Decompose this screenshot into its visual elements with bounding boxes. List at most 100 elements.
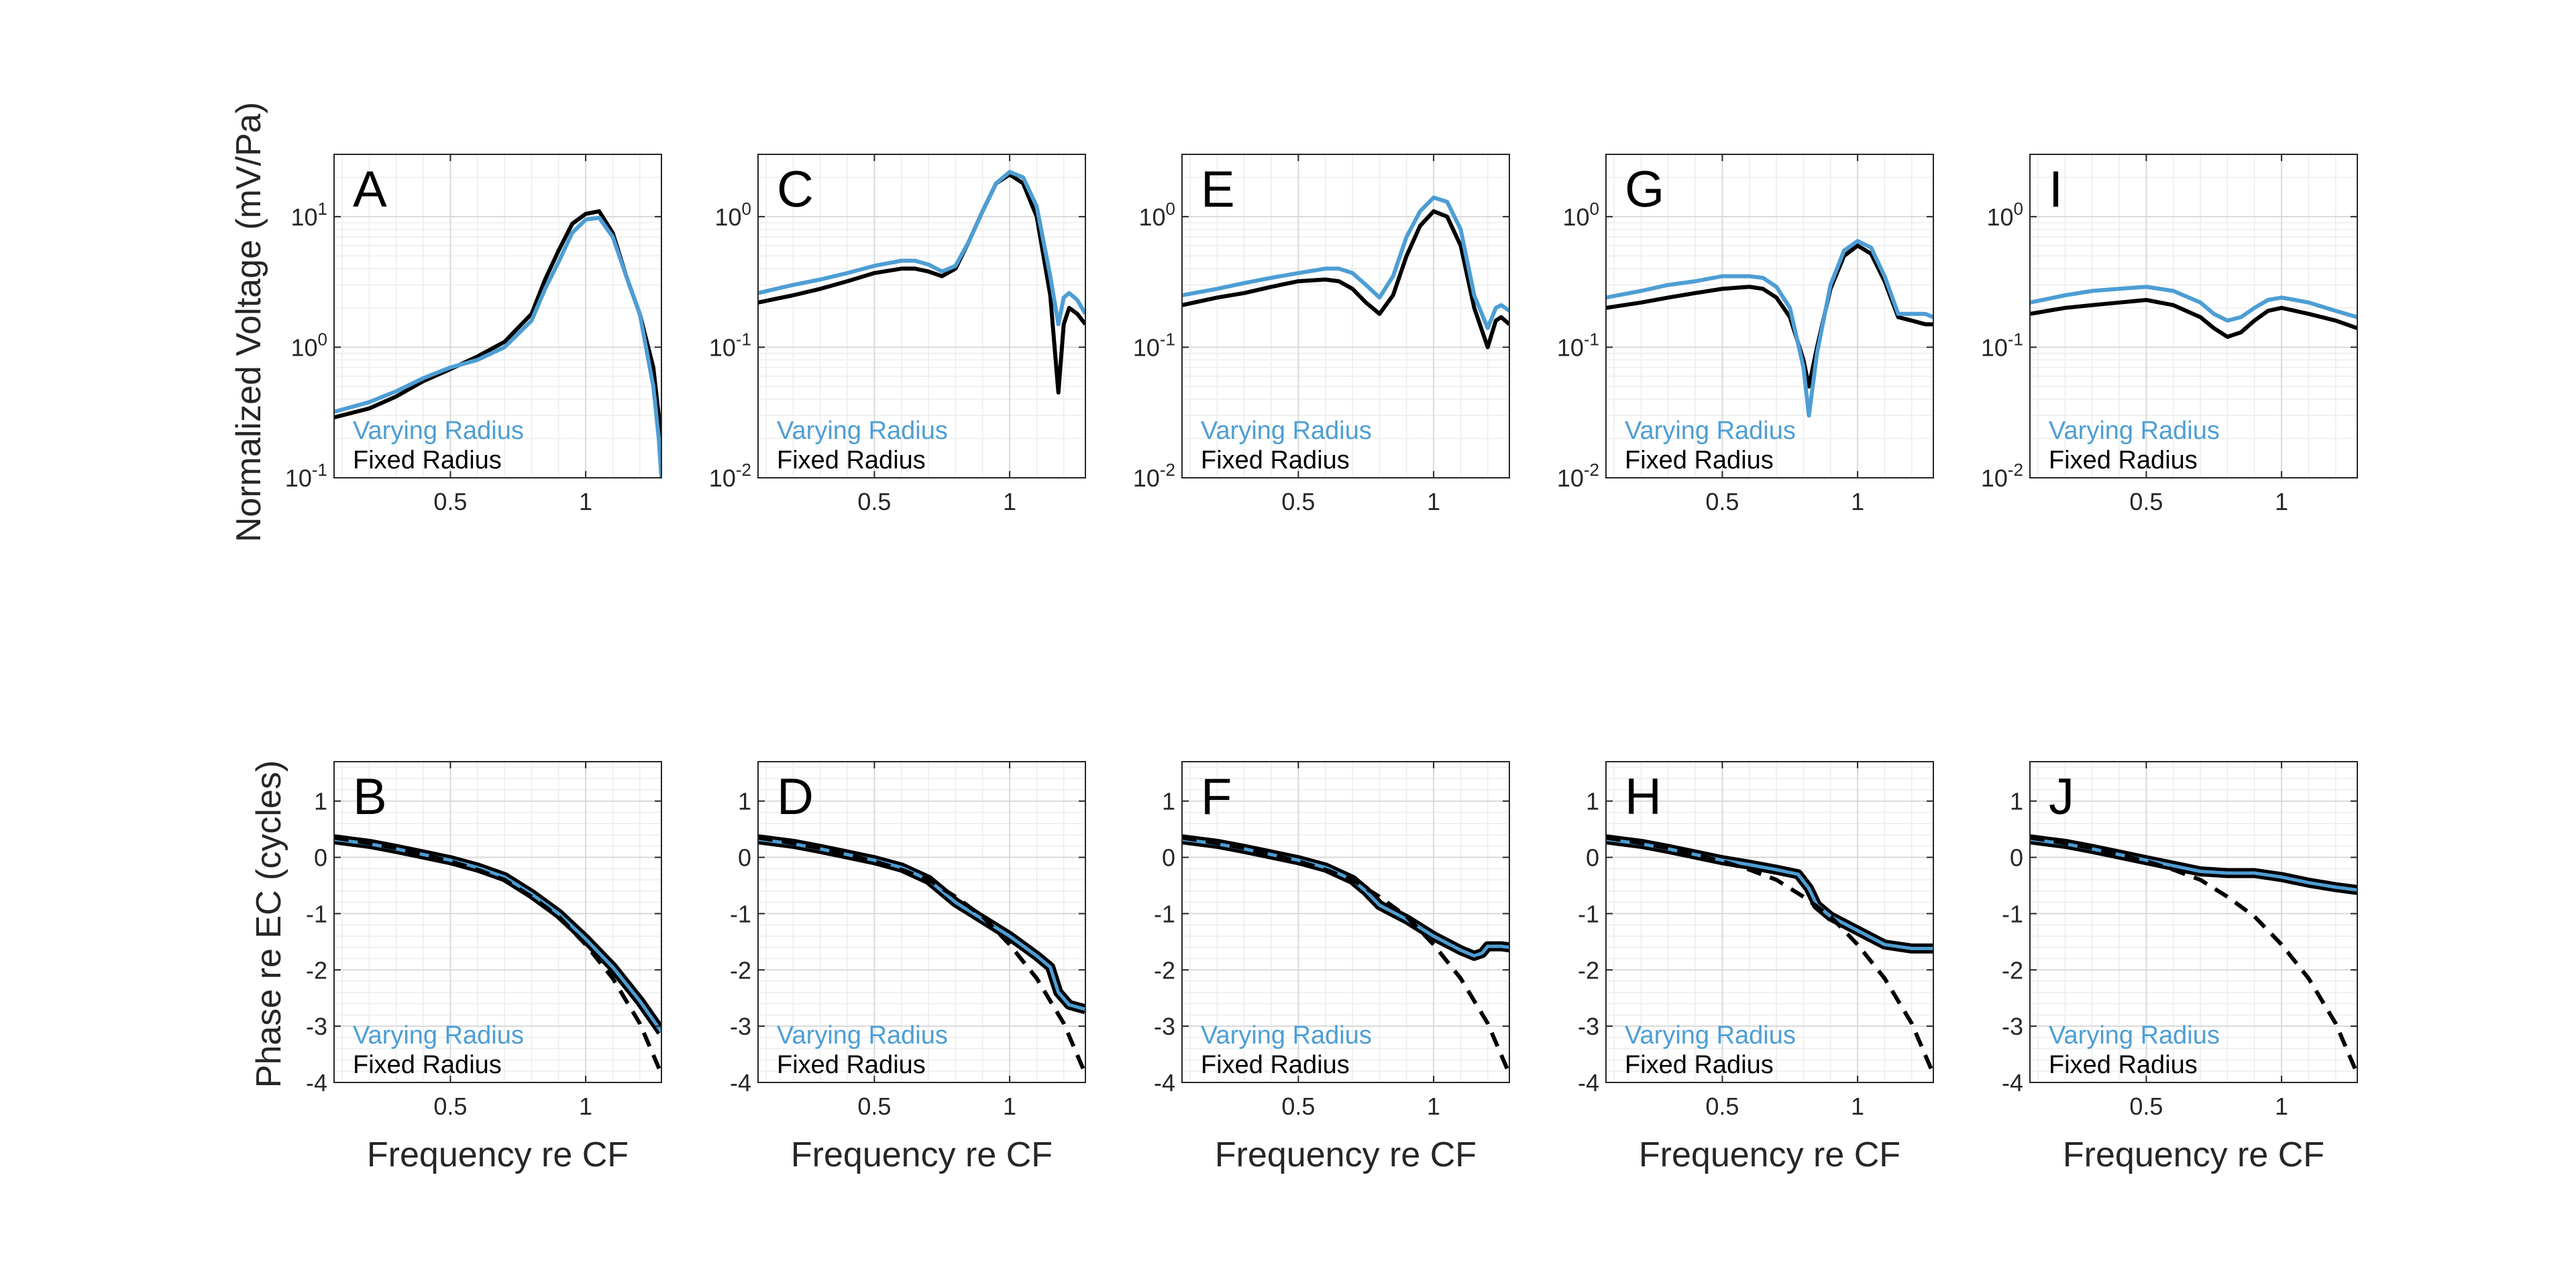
series-varying-radius [2030,838,2357,892]
y-tick-label: -1 [306,900,327,927]
axes-box [2029,154,2358,478]
y-tick-label: 10-1 [1133,329,1175,361]
y-tick-label: -1 [2002,900,2023,927]
legend-varying-radius: Varying Radius [1201,417,1372,445]
x-tick-label: 1 [1851,1093,1864,1120]
x-tick-label: 1 [1427,1093,1440,1120]
x-axis-label: Frequency re CF [2063,1135,2324,1174]
legend-varying-radius: Varying Radius [1625,417,1796,445]
series-varying-radius [1182,195,1509,330]
panel-letter: E [1201,161,1235,218]
plot-area [334,154,661,478]
y-tick-label: 0 [314,844,327,872]
series-reference-dashed [758,835,1085,1075]
legend-varying-radius: Varying Radius [353,1021,524,1050]
legend-fixed-radius: Fixed Radius [1201,446,1350,474]
axes-box [757,154,1086,478]
plot-area [1182,154,1509,478]
y-tick-label: -4 [306,1069,327,1097]
legend-fixed-radius: Fixed Radius [2049,446,2198,474]
y-tick-label: 0 [1162,844,1175,872]
y-tick-label: 100 [1138,199,1175,231]
panel-letter: A [353,161,387,218]
x-tick-label: 1 [1003,488,1016,515]
y-tick-label: 101 [290,199,327,231]
x-tick-label: 1 [1003,1093,1016,1120]
legend-varying-radius: Varying Radius [1201,1021,1372,1050]
axes-box [1605,761,1934,1083]
y-tick-label: -1 [1578,900,1599,927]
series-varying-radius [334,215,661,478]
series-varying-radius [2030,285,2357,323]
x-tick-label: 1 [579,488,592,515]
y-tick-label: -4 [1154,1069,1175,1097]
panel-letter: D [777,768,814,825]
y-tick-label: -4 [2002,1069,2023,1097]
data-lines [334,209,661,478]
series-reference-dashed [334,835,661,1075]
x-tick-label: 1 [579,1093,592,1120]
y-tick-label: -2 [1154,956,1175,984]
x-tick-label: 1 [2275,1093,2288,1120]
y-tick-label: -2 [306,956,327,984]
legend-fixed-radius: Fixed Radius [1201,1051,1350,1079]
y-tick-label: 10-2 [1981,460,2023,492]
data-lines [2030,834,2357,1075]
series-varying-radius [758,170,1085,327]
major-grid [1606,762,1933,1082]
axes-box [2029,761,2358,1083]
legend-varying-radius: Varying Radius [2049,1021,2220,1050]
y-tick-label: -3 [1578,1013,1599,1040]
y-tick-label: -4 [1578,1069,1599,1097]
y-tick-label: -3 [2002,1013,2023,1040]
y-tick-label: -3 [730,1013,751,1040]
major-grid [1606,154,1933,478]
series-reference-dashed [2030,835,2357,1075]
y-tick-label: 10-2 [1557,460,1599,492]
plot-area [758,762,1085,1082]
y-tick-label: 1 [314,788,327,815]
axes-box [1181,761,1510,1083]
y-tick-label: 10-2 [1133,460,1175,492]
y-tick-label: -2 [2002,956,2023,984]
legend-varying-radius: Varying Radius [777,1021,948,1050]
series-reference-dashed [1182,835,1509,1075]
y-tick-label: 0 [738,844,751,872]
plot-area [334,762,661,1082]
x-tick-label: 1 [1427,488,1440,515]
data-lines [1606,239,1933,418]
x-tick-label: 0.5 [1705,1093,1739,1120]
series-reference-dashed [1606,835,1933,1075]
major-grid [2030,154,2357,478]
y-tick-label: 100 [1986,199,2023,231]
x-tick-label: 0.5 [1281,1093,1315,1120]
x-axis-label: Frequency re CF [1639,1135,1900,1174]
top-row-ylabel: Normalized Voltage (mV/Pa) [229,102,268,542]
axes-box [333,154,662,478]
data-lines [1182,195,1509,350]
plot-area [758,154,1085,478]
legend-fixed-radius: Fixed Radius [777,1051,926,1079]
x-tick-label: 0.5 [857,1093,891,1120]
data-lines [758,834,1085,1075]
axes-box [757,761,1086,1083]
series-varying-radius [334,838,661,1033]
axes-box [1605,154,1934,478]
y-tick-label: 10-1 [1981,329,2023,361]
major-grid [2030,762,2357,1082]
axes-box [333,761,662,1083]
data-lines [1182,834,1509,1075]
panel-letter: G [1625,161,1664,218]
x-axis-label: Frequency re CF [1215,1135,1477,1174]
x-axis-label: Frequency re CF [367,1135,629,1174]
y-tick-label: -4 [730,1069,751,1097]
y-tick-label: 10-1 [1557,329,1599,361]
series-fixed-radius [2030,298,2357,339]
y-tick-label: 100 [290,329,327,361]
